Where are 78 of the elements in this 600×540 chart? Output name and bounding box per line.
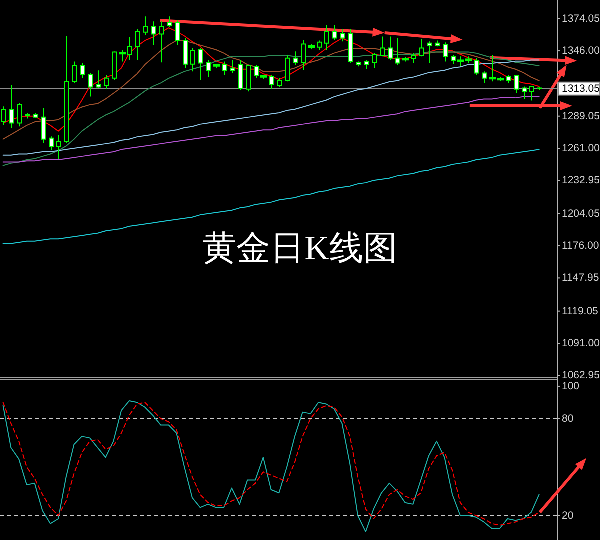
y-tick-label: 1119.05 <box>562 305 599 318</box>
candlestick <box>529 86 534 102</box>
candlestick <box>395 38 400 66</box>
y-tick-label: 100 <box>562 380 580 392</box>
candlestick <box>25 112 30 120</box>
y-tick-label: 1289.05 <box>562 110 600 122</box>
candlestick <box>324 24 329 51</box>
candlestick <box>64 36 69 144</box>
candlestick <box>514 74 519 94</box>
candlestick <box>356 61 361 68</box>
y-tick-label: 1374.05 <box>562 12 600 25</box>
candlestick <box>443 42 448 62</box>
candlestick <box>9 84 14 129</box>
candlestick <box>135 28 140 60</box>
candlestick <box>482 71 487 84</box>
ref-line-label: 1313.05 <box>562 82 600 95</box>
candlestick <box>56 134 61 160</box>
candlestick <box>17 102 22 128</box>
candlestick <box>474 58 479 76</box>
candlestick <box>230 59 235 74</box>
candlestick <box>380 36 385 58</box>
candlestick <box>277 78 282 88</box>
candlestick <box>411 52 416 64</box>
candlestick <box>285 54 290 82</box>
candlestick <box>190 48 195 72</box>
candlestick <box>1 106 6 126</box>
candlestick <box>143 16 148 36</box>
line-series <box>2 28 540 132</box>
candlestick <box>206 59 211 78</box>
candlestick <box>419 38 424 58</box>
y-tick-label: 1261.00 <box>562 142 600 155</box>
candlestick <box>293 51 298 66</box>
y-tick-label: 1232.95 <box>562 174 600 187</box>
y-tick-label: 1147.95 <box>562 272 600 284</box>
candlestick <box>332 24 337 41</box>
candlestick <box>537 86 542 91</box>
candlestick <box>49 136 54 151</box>
candlestick <box>435 40 440 48</box>
candlestick <box>72 61 77 84</box>
text: 黄金日K线图 <box>202 230 398 268</box>
y-tick-label: 1091.00 <box>562 338 600 350</box>
candlestick <box>364 59 369 70</box>
candlestick <box>522 86 527 100</box>
y-tick-label: 1346.00 <box>562 45 600 58</box>
candlestick <box>175 20 180 46</box>
line-series <box>2 52 540 166</box>
line-series <box>2 96 540 163</box>
candlestick <box>340 28 345 42</box>
line-series <box>2 60 540 156</box>
candlestick <box>348 28 353 64</box>
y-tick-label: 1204.05 <box>562 208 600 220</box>
candlestick <box>151 21 156 46</box>
candlestick <box>112 51 117 80</box>
candlestick <box>238 59 243 91</box>
candlestick <box>269 74 274 90</box>
line-series <box>2 40 540 140</box>
candlestick <box>198 48 203 80</box>
candlestick <box>183 38 188 69</box>
candlestick <box>222 61 227 76</box>
candlestick <box>317 40 322 51</box>
candlestick <box>33 112 38 119</box>
candlestick <box>104 74 109 90</box>
candlestick <box>41 108 46 144</box>
candlestick <box>372 52 377 69</box>
candlestick <box>159 21 164 64</box>
y-tick-label: 20 <box>562 510 574 522</box>
candlestick <box>80 62 85 79</box>
candlestick <box>506 74 511 84</box>
y-tick-label: 1062.95 <box>562 370 600 382</box>
candlestick <box>427 41 432 64</box>
candlestick <box>96 70 101 89</box>
candlestick <box>246 64 251 92</box>
candlestick <box>301 40 306 70</box>
candlestick <box>388 36 393 60</box>
y-tick-label: 80 <box>562 412 574 425</box>
candlestick <box>88 72 93 98</box>
y-tick-label: 1176.00 <box>562 240 600 252</box>
candlestick <box>167 16 172 28</box>
